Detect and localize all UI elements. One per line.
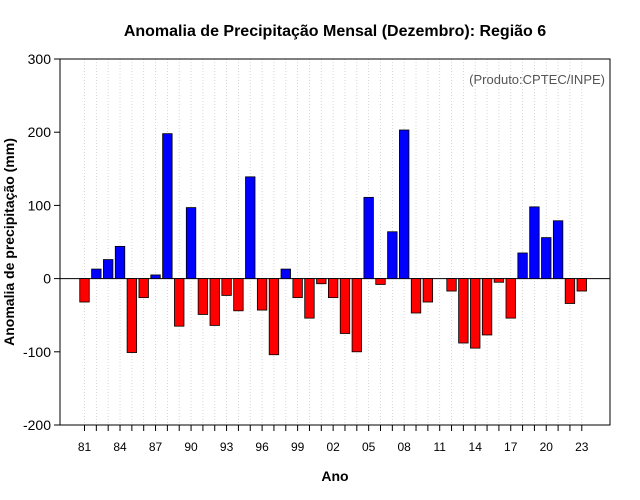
x-tick-label: 93 [220, 440, 234, 454]
bar-09 [410, 278, 422, 314]
bar-19 [529, 206, 540, 279]
x-tick-label: 99 [291, 440, 305, 454]
x-tick-label: 84 [113, 440, 127, 454]
x-tick-label: 08 [398, 440, 412, 454]
bar-22 [564, 278, 576, 304]
bar-21 [552, 220, 564, 280]
y-tick-label: -200 [23, 417, 51, 433]
bar-87 [150, 274, 161, 280]
bar-81 [79, 278, 90, 303]
chart-title: Anomalia de Precipitação Mensal (Dezembr… [124, 23, 546, 40]
bar-02 [327, 278, 339, 299]
bar-90 [185, 207, 197, 279]
bar-08 [399, 129, 410, 279]
bar-88 [162, 133, 173, 280]
y-tick-label: -100 [23, 344, 51, 360]
bar-23 [576, 278, 587, 292]
x-tick-label: 20 [540, 440, 554, 454]
bar-12 [446, 278, 457, 292]
bar-20 [541, 237, 552, 280]
x-tick-label: 96 [255, 440, 269, 454]
x-tick-label: 23 [575, 440, 589, 454]
bar-00 [304, 278, 315, 319]
vertical-gridlines [84, 59, 583, 425]
bar-83 [103, 259, 114, 279]
bar-13 [458, 278, 469, 344]
bar-10 [422, 278, 434, 303]
bar-92 [209, 278, 220, 326]
y-axis-label: Anomalia de precipitação (mm) [1, 138, 17, 346]
bar-97 [268, 278, 280, 356]
bar-85 [126, 278, 138, 353]
bar-96 [256, 278, 268, 311]
bar-99 [292, 278, 303, 299]
x-tick-label: 90 [184, 440, 198, 454]
bar-18 [517, 252, 528, 279]
bar-03 [339, 278, 351, 334]
bar-86 [138, 278, 149, 299]
x-axis: 81 84 87 90 93 96 99 02 05 08 11 14 17 20 23 [78, 425, 589, 454]
bar-84 [114, 245, 126, 279]
y-tick-label: 300 [28, 51, 52, 67]
x-tick-label: 87 [149, 440, 163, 454]
bar-05 [363, 196, 374, 280]
bar-91 [197, 278, 209, 315]
bar-93 [221, 278, 232, 296]
bar-89 [174, 278, 185, 327]
bar-17 [505, 278, 516, 319]
x-tick-label: 14 [469, 440, 483, 454]
bar-15 [481, 278, 493, 336]
y-axis: -200 -100 0 100 200 300 [23, 51, 60, 433]
bar-94 [233, 278, 244, 312]
plot-frame [59, 58, 611, 426]
bar-04 [351, 278, 362, 353]
bar-06 [375, 278, 386, 285]
x-tick-label: 11 [433, 440, 446, 454]
bar-16 [493, 278, 505, 283]
x-tick-label: 81 [78, 440, 92, 454]
x-axis-label: Ano [321, 468, 348, 484]
bar-07 [387, 231, 398, 279]
bars [79, 129, 587, 356]
x-tick-label: 17 [504, 440, 518, 454]
bar-98 [280, 268, 291, 280]
source-annotation: (Produto:CPTEC/INPE) [469, 72, 605, 87]
y-tick-label: 200 [28, 124, 52, 140]
bar-82 [91, 268, 102, 280]
bar-01 [316, 278, 327, 285]
x-tick-label: 05 [362, 440, 376, 454]
bar-14 [470, 278, 481, 349]
y-tick-label: 0 [43, 271, 51, 287]
bar-95 [245, 176, 256, 280]
x-tick-label: 02 [326, 440, 340, 454]
y-tick-label: 100 [28, 197, 52, 213]
